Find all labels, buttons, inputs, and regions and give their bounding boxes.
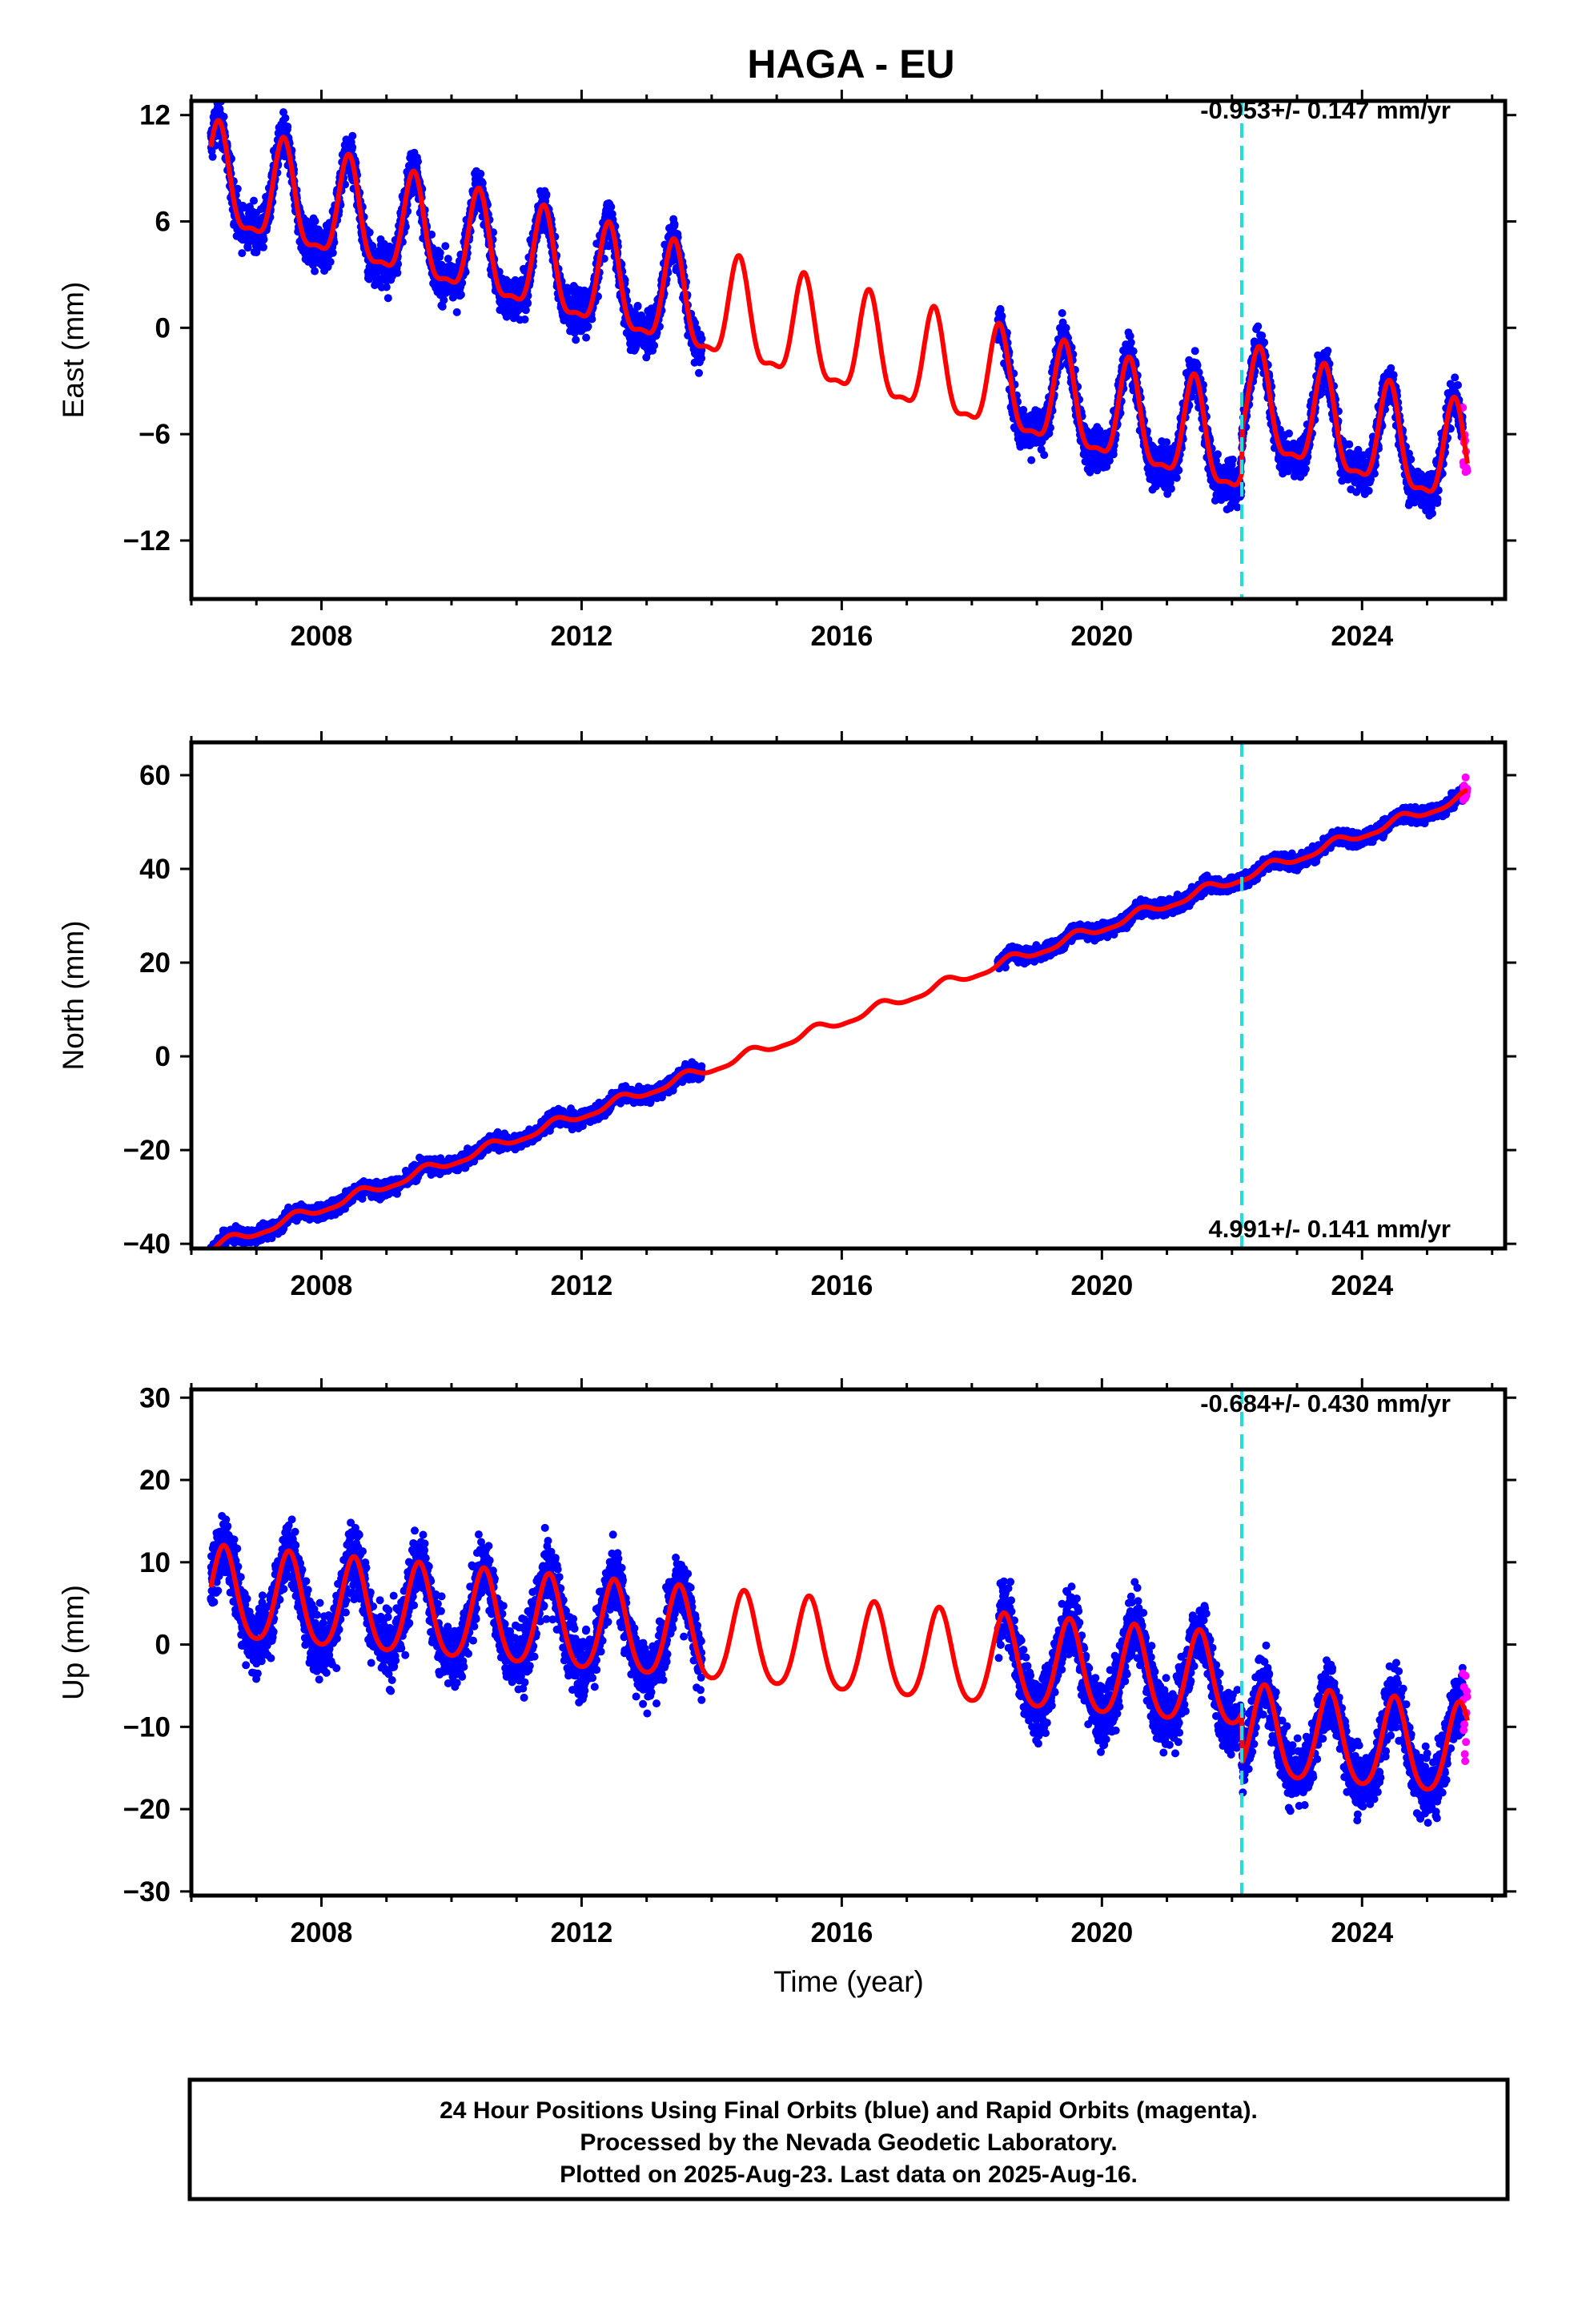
data-point <box>365 228 374 237</box>
chart-title: HAGA - EU <box>747 42 954 86</box>
data-point <box>695 368 703 377</box>
data-point <box>1027 456 1036 464</box>
data-point <box>328 248 337 257</box>
data-point <box>1162 438 1171 447</box>
data-point <box>315 227 323 235</box>
data-point <box>1389 371 1398 380</box>
data-point <box>1345 440 1354 448</box>
data-point <box>650 341 659 350</box>
data-point <box>393 268 402 277</box>
data-point <box>452 308 461 316</box>
data-point <box>281 114 290 123</box>
data-point <box>208 152 217 161</box>
data-point <box>1129 347 1138 356</box>
data-point <box>368 242 377 251</box>
data-point <box>1285 429 1293 438</box>
data-point <box>436 248 444 257</box>
data-point <box>1370 469 1379 478</box>
data-point <box>1062 324 1070 332</box>
data-point <box>521 306 530 315</box>
data-point <box>1191 347 1199 356</box>
data-point <box>283 123 292 131</box>
data-point <box>1258 332 1267 340</box>
data-point <box>326 258 335 266</box>
data-point <box>382 283 391 292</box>
data-point <box>998 312 1006 320</box>
data-point <box>238 249 247 258</box>
data-point <box>219 112 228 121</box>
data-point <box>524 299 532 308</box>
data-point <box>259 235 268 243</box>
data-point <box>233 184 242 193</box>
data-point <box>582 333 591 342</box>
data-point <box>348 143 357 151</box>
data-point <box>311 217 319 226</box>
data-point <box>697 354 706 363</box>
data-point <box>542 190 551 199</box>
data-point <box>697 334 706 343</box>
data-point <box>383 294 392 303</box>
data-point <box>520 315 529 324</box>
data-point <box>1254 322 1263 331</box>
data-point <box>1174 466 1183 475</box>
data-point <box>1058 309 1066 317</box>
data-point <box>607 203 616 211</box>
data-point <box>456 291 465 299</box>
data-point <box>414 157 422 166</box>
data-point <box>633 301 642 310</box>
data-point <box>476 170 485 178</box>
data-point <box>394 259 403 268</box>
data-point <box>1109 450 1118 459</box>
data-point <box>444 255 452 263</box>
data-point <box>1364 486 1373 495</box>
data-point <box>572 336 580 344</box>
data-point <box>1214 450 1222 459</box>
data-point <box>1126 338 1135 347</box>
data-point <box>440 296 448 304</box>
data-point <box>259 243 267 251</box>
data-point <box>441 242 450 251</box>
data-point <box>348 131 357 140</box>
data-point <box>250 196 258 205</box>
data-point <box>1166 485 1175 493</box>
data-point <box>1301 464 1310 473</box>
data-point <box>311 267 319 275</box>
data-point <box>341 180 349 189</box>
data-point <box>1172 473 1181 482</box>
data-point <box>1040 451 1049 460</box>
data-point <box>670 219 679 228</box>
data-point <box>588 315 596 324</box>
data-point <box>1323 346 1332 355</box>
data-point <box>1193 361 1202 369</box>
data-point <box>1228 455 1237 464</box>
final-orbit-points <box>207 101 1467 520</box>
data-point <box>584 322 592 331</box>
